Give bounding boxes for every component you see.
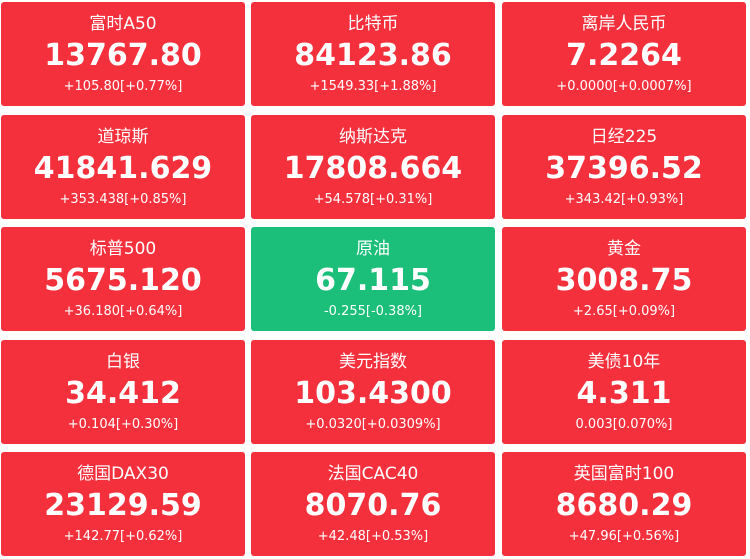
quote-change: -0.255[-0.38%] — [323, 304, 423, 319]
quote-price: 13767.80 — [44, 38, 202, 73]
quote-tile-nikkei-225[interactable]: 日经225 37396.52 +343.42[+0.93%] — [502, 115, 746, 219]
quote-change: +0.0000[+0.0007%] — [556, 79, 692, 94]
quote-price: 84123.86 — [294, 38, 452, 73]
quote-tile-sp-500[interactable]: 标普500 5675.120 +36.180[+0.64%] — [1, 227, 245, 331]
quote-tile-bitcoin[interactable]: 比特币 84123.86 +1549.33[+1.88%] — [251, 2, 495, 106]
quote-tile-offshore-cny[interactable]: 离岸人民币 7.2264 +0.0000[+0.0007%] — [502, 2, 746, 106]
quote-price: 8070.76 — [304, 488, 442, 523]
quote-tile-gold[interactable]: 黄金 3008.75 +2.65[+0.09%] — [502, 227, 746, 331]
quote-price: 5675.120 — [44, 263, 202, 298]
quote-name: 离岸人民币 — [581, 14, 667, 34]
quote-tile-silver[interactable]: 白银 34.412 +0.104[+0.30%] — [1, 340, 245, 444]
quote-name: 标普500 — [89, 239, 157, 259]
quote-tile-ftse-100[interactable]: 英国富时100 8680.29 +47.96[+0.56%] — [502, 452, 746, 556]
quote-name: 富时A50 — [89, 14, 157, 34]
quote-tile-ftse-a50[interactable]: 富时A50 13767.80 +105.80[+0.77%] — [1, 2, 245, 106]
quote-change: 0.003[0.070%] — [575, 417, 673, 432]
quote-tile-dow-jones[interactable]: 道琼斯 41841.629 +353.438[+0.85%] — [1, 115, 245, 219]
quote-price: 41841.629 — [33, 151, 213, 186]
quote-change: +142.77[+0.62%] — [63, 529, 183, 544]
quote-name: 白银 — [106, 352, 140, 372]
quote-name: 法国CAC40 — [327, 464, 419, 484]
quote-tile-dollar-index[interactable]: 美元指数 103.4300 +0.0320[+0.0309%] — [251, 340, 495, 444]
quote-price: 4.311 — [576, 376, 672, 411]
quote-price: 17808.664 — [283, 151, 463, 186]
quote-price: 37396.52 — [545, 151, 703, 186]
quote-tile-us-10y-treasury[interactable]: 美债10年 4.311 0.003[0.070%] — [502, 340, 746, 444]
quote-change: +105.80[+0.77%] — [63, 79, 183, 94]
quote-name: 比特币 — [347, 14, 399, 34]
quote-change: +54.578[+0.31%] — [313, 192, 433, 207]
quote-tile-nasdaq[interactable]: 纳斯达克 17808.664 +54.578[+0.31%] — [251, 115, 495, 219]
quote-change: +2.65[+0.09%] — [572, 304, 676, 319]
quote-price: 103.4300 — [294, 376, 452, 411]
quote-change: +1549.33[+1.88%] — [309, 79, 437, 94]
quote-name: 纳斯达克 — [339, 127, 407, 147]
quote-change: +42.48[+0.53%] — [317, 529, 429, 544]
quote-price: 34.412 — [65, 376, 181, 411]
quote-price: 8680.29 — [555, 488, 693, 523]
quote-change: +343.42[+0.93%] — [564, 192, 684, 207]
quote-name: 德国DAX30 — [77, 464, 169, 484]
quote-name: 黄金 — [607, 239, 641, 259]
quote-change: +47.96[+0.56%] — [568, 529, 680, 544]
quote-price: 7.2264 — [566, 38, 682, 73]
quote-name: 日经225 — [590, 127, 658, 147]
quote-change: +0.104[+0.30%] — [67, 417, 179, 432]
quote-tile-dax-30[interactable]: 德国DAX30 23129.59 +142.77[+0.62%] — [1, 452, 245, 556]
quote-name: 道琼斯 — [97, 127, 149, 147]
quote-name: 美债10年 — [587, 352, 661, 372]
quote-tile-cac-40[interactable]: 法国CAC40 8070.76 +42.48[+0.53%] — [251, 452, 495, 556]
quote-tile-crude-oil[interactable]: 原油 67.115 -0.255[-0.38%] — [251, 227, 495, 331]
quote-name: 美元指数 — [339, 352, 407, 372]
quote-name: 英国富时100 — [573, 464, 675, 484]
quote-price: 67.115 — [315, 263, 431, 298]
quote-price: 23129.59 — [44, 488, 202, 523]
quote-price: 3008.75 — [555, 263, 693, 298]
quote-name: 原油 — [356, 239, 390, 259]
quote-change: +36.180[+0.64%] — [63, 304, 183, 319]
quote-change: +353.438[+0.85%] — [59, 192, 187, 207]
quote-change: +0.0320[+0.0309%] — [305, 417, 441, 432]
